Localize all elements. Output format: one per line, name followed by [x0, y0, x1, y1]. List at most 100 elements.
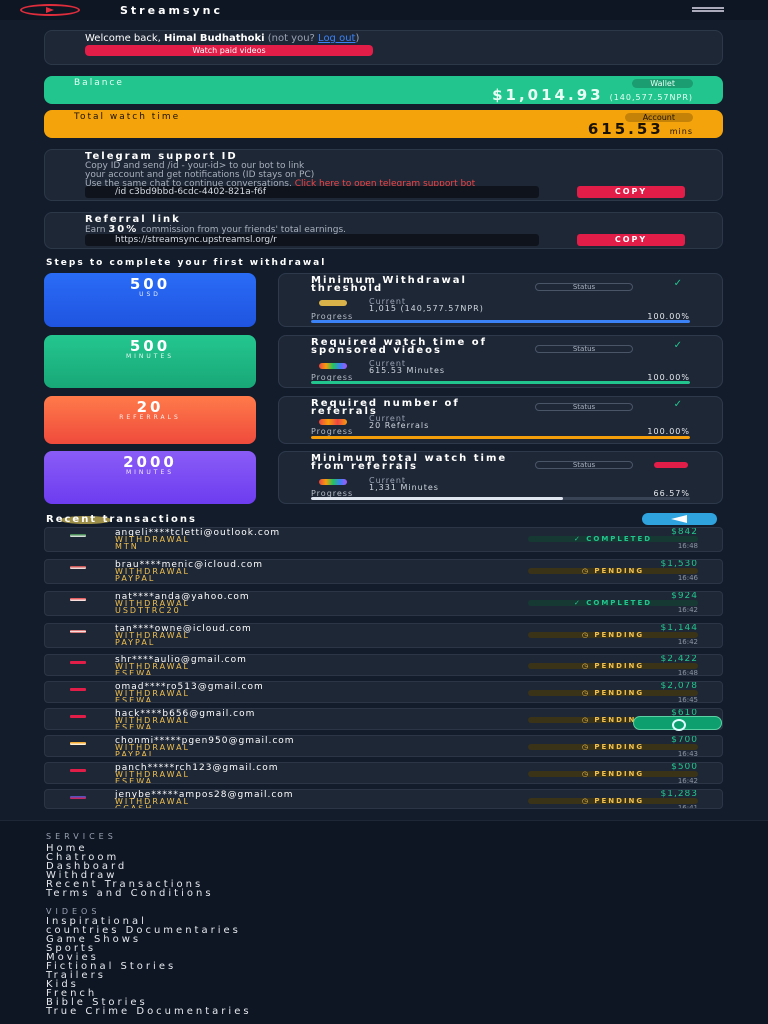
- footer-link-inspirational[interactable]: Inspirational: [46, 916, 147, 927]
- progress-label: Progress: [311, 312, 354, 321]
- step-card-referrals: Required number of referrals Status ✓ Cu…: [278, 396, 723, 444]
- transaction-email: hack****b656@gmail.com: [115, 709, 256, 719]
- watch-time-value: 615.53: [587, 120, 664, 138]
- progress-track: [311, 320, 690, 323]
- play-logo-icon[interactable]: [20, 4, 80, 16]
- balance-value: $1,014.93: [492, 86, 604, 104]
- progress-label: Progress: [311, 373, 354, 382]
- transaction-status-badge: ◷ PENDING: [528, 744, 698, 751]
- country-flag-icon: [70, 630, 86, 633]
- transaction-email: brau****menic@icloud.com: [115, 560, 264, 570]
- current-value: 1,015 (140,577.57NPR): [369, 304, 484, 313]
- progress-percent: 100.00%: [647, 427, 690, 436]
- transaction-email: angeli****tcletti@outlook.com: [115, 528, 281, 538]
- step-title: Required watch time of sponsored videos: [311, 337, 487, 356]
- telegram-bot-link[interactable]: Click here to open telegram support bot: [294, 179, 476, 189]
- footer-link-movies[interactable]: Movies: [46, 952, 99, 963]
- footer-link-kids[interactable]: Kids: [46, 979, 79, 990]
- transaction-status-badge: ◷ PENDING: [528, 632, 698, 639]
- footer-link-terms-and-conditions[interactable]: Terms and Conditions: [46, 888, 214, 899]
- telegram-id-field[interactable]: /id c3bd9bbd-6cdc-4402-821a-f6f: [85, 186, 539, 198]
- step-tile-referrals: 20 REFERRALS: [44, 396, 256, 444]
- step-current: Current 20 Referrals: [369, 414, 429, 430]
- transaction-row: hack****b656@gmail.com WITHDRAWAL ESEWA $61…: [44, 708, 723, 730]
- footer-link-fictional-stories[interactable]: Fictional Stories: [46, 961, 177, 972]
- check-icon: ✓: [673, 399, 682, 410]
- transaction-time: 16:42: [677, 606, 698, 614]
- current-label: Current: [369, 476, 407, 485]
- transaction-time: 16:41: [677, 804, 698, 809]
- support-chat-icon[interactable]: [633, 716, 722, 731]
- transaction-method: GCASH: [115, 804, 154, 809]
- transaction-email: tan****owne@icloud.com: [115, 624, 252, 634]
- transaction-amount: $924: [671, 591, 698, 601]
- transaction-row: tan****owne@icloud.com WITHDRAWAL PAYPAL $1…: [44, 623, 723, 648]
- step-card-referral-watch-time: Minimum total watch time from referrals …: [278, 451, 723, 504]
- transaction-row: panch*****rch123@gmail.com WITHDRAWAL ESEW…: [44, 762, 723, 784]
- footer-link-dashboard[interactable]: Dashboard: [46, 861, 128, 872]
- transaction-row: omad****ro513@gmail.com WITHDRAWAL ESEWA $2…: [44, 681, 723, 703]
- balance-card: Balance Wallet $1,014.93 (140,577.57NPR): [44, 76, 723, 104]
- transaction-row: brau****menic@icloud.com WITHDRAWAL PAYPAL…: [44, 559, 723, 584]
- transaction-status-badge: ✓ COMPLETED: [528, 600, 698, 607]
- transaction-status-badge: ◷ PENDING: [528, 771, 698, 778]
- footer-link-recent-transactions[interactable]: Recent Transactions: [46, 879, 204, 890]
- hamburger-menu-icon[interactable]: [692, 7, 724, 12]
- transaction-type: WITHDRAWAL: [115, 631, 191, 640]
- footer-link-countries-documentaries[interactable]: countries Documentaries: [46, 925, 241, 936]
- videos-heading: VIDEOS: [46, 907, 101, 916]
- not-you-text: (not you?: [264, 33, 319, 44]
- telegram-icon[interactable]: [642, 513, 717, 525]
- copy-referral-button[interactable]: COPY: [577, 234, 685, 246]
- footer-link-sports[interactable]: Sports: [46, 943, 97, 954]
- transaction-email: nat****anda@yahoo.com: [115, 592, 250, 602]
- country-flag-icon: [70, 598, 86, 601]
- transaction-row: nat****anda@yahoo.com WITHDRAWAL USDTTRC20…: [44, 591, 723, 616]
- footer-link-bible-stories[interactable]: Bible Stories: [46, 997, 148, 1008]
- transaction-amount: $842: [671, 527, 698, 537]
- referral-url-field[interactable]: https://streamsync.upstreamsl.org/r: [85, 234, 539, 246]
- transaction-type: WITHDRAWAL: [115, 716, 191, 725]
- footer: SERVICES Home Chatroom Dashboard Withdraw Re…: [0, 820, 768, 1024]
- steps-title: Steps to complete your first withdrawal: [46, 258, 327, 268]
- transaction-time: 16:48: [677, 542, 698, 550]
- transaction-amount: $700: [671, 735, 698, 745]
- country-flag-icon: [70, 796, 86, 799]
- check-icon: ✓: [673, 278, 682, 289]
- rainbow-icon: [319, 479, 347, 485]
- copy-telegram-id-button[interactable]: COPY: [577, 186, 685, 198]
- welcome-card: Welcome back, Himal Budhathoki (not you?…: [44, 30, 723, 65]
- footer-link-true-crime-documentaries[interactable]: True Crime Documentaries: [46, 1006, 252, 1017]
- footer-link-withdraw[interactable]: Withdraw: [46, 870, 118, 881]
- telegram-line-3: Use the same chat to continue conversati…: [85, 179, 292, 189]
- progress-fill: [311, 436, 690, 439]
- step-tile-referral-minutes: 2000 MINUTES: [44, 451, 256, 504]
- footer-link-french[interactable]: French: [46, 988, 98, 999]
- progress-percent: 66.57%: [653, 489, 690, 498]
- step-tile-unit: REFERRALS: [119, 414, 181, 421]
- current-label: Current: [369, 414, 407, 423]
- footer-link-home[interactable]: Home: [46, 843, 88, 854]
- transaction-method: ESEWA: [115, 669, 154, 676]
- transaction-time: 16:48: [677, 669, 698, 676]
- country-flag-icon: [70, 566, 86, 569]
- transaction-status-badge: ◷ PENDING: [528, 663, 698, 670]
- transaction-time: 16:42: [677, 638, 698, 646]
- footer-link-game-shows[interactable]: Game Shows: [46, 934, 142, 945]
- transaction-type: WITHDRAWAL: [115, 770, 191, 779]
- current-label: Current: [369, 359, 407, 368]
- watch-paid-videos-button[interactable]: Watch paid videos: [85, 45, 373, 56]
- watch-time-unit: mins: [669, 127, 693, 136]
- transaction-method: USDTTRC20: [115, 606, 181, 615]
- logout-link[interactable]: Log out: [318, 33, 356, 44]
- balance-converted: (140,577.57NPR): [609, 93, 693, 102]
- footer-link-chatroom[interactable]: Chatroom: [46, 852, 120, 863]
- transaction-email: shr****aulio@gmail.com: [115, 655, 247, 665]
- watch-time-amount: 615.53 mins: [588, 120, 693, 138]
- transaction-email: omad****ro513@gmail.com: [115, 682, 264, 692]
- transaction-type: WITHDRAWAL: [115, 797, 191, 806]
- status-pill: Status: [535, 345, 633, 353]
- footer-link-trailers[interactable]: Trailers: [46, 970, 106, 981]
- brand-name[interactable]: Streamsync: [120, 3, 224, 17]
- step-tile-usd: 500 USD: [44, 273, 256, 327]
